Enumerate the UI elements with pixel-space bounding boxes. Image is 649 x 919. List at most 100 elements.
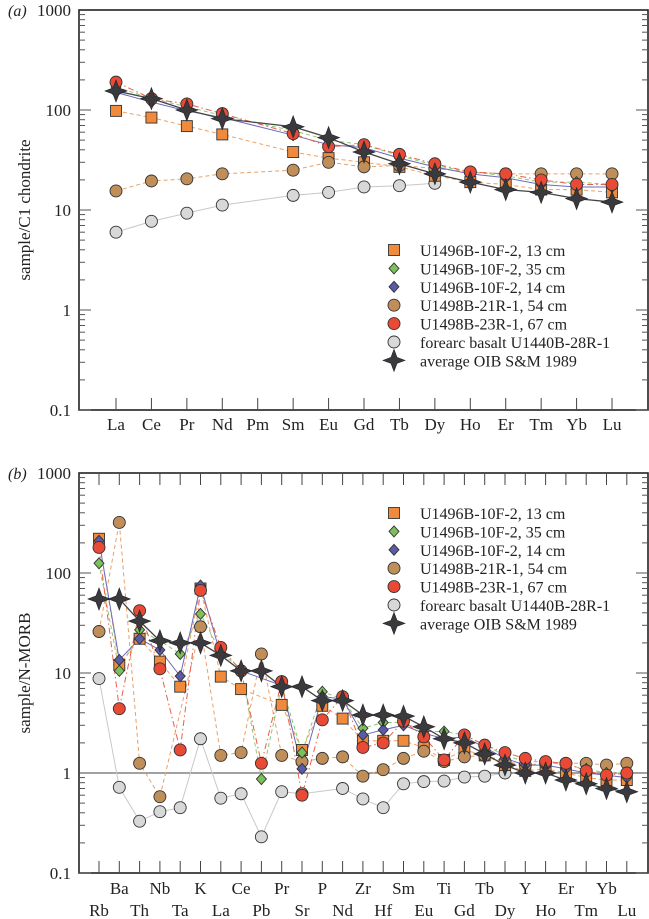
data-point xyxy=(351,703,375,727)
data-point xyxy=(275,748,289,762)
x-tick-label: Sr xyxy=(294,901,309,919)
data-point xyxy=(144,214,158,228)
data-point xyxy=(275,785,289,799)
x-tick-label: Yb xyxy=(596,879,617,898)
data-point xyxy=(113,664,125,678)
x-tick-label: Tm xyxy=(529,415,553,434)
x-tick-label: Th xyxy=(130,901,149,919)
data-point xyxy=(133,632,146,645)
x-tick-label: Pr xyxy=(274,879,289,898)
x-tick-label: Tm xyxy=(574,901,598,919)
x-tick-label: La xyxy=(107,415,125,434)
series-line xyxy=(98,538,627,781)
data-point xyxy=(168,631,193,655)
data-point xyxy=(234,746,248,760)
legend-marker xyxy=(387,335,401,349)
panel-label: (a) xyxy=(8,3,27,20)
legend-marker xyxy=(388,262,400,275)
x-tick-label: Ba xyxy=(110,879,129,898)
legend-label: U1496B-10F-2, 35 cm xyxy=(420,524,566,541)
legend-label: U1496B-10F-2, 13 cm xyxy=(420,243,566,260)
y-tick-label: 100 xyxy=(46,564,72,583)
data-point xyxy=(281,114,306,139)
data-point xyxy=(144,174,158,188)
x-tick-label: P xyxy=(318,879,327,898)
data-point xyxy=(112,702,126,716)
x-tick-label: Tb xyxy=(390,415,409,434)
data-point xyxy=(214,791,228,805)
data-point xyxy=(310,688,335,713)
legend-marker xyxy=(382,348,406,373)
data-point xyxy=(214,748,228,762)
data-point xyxy=(215,167,229,181)
legend-label: average OIB S&M 1989 xyxy=(420,353,577,370)
legend-marker xyxy=(387,561,401,575)
legend-marker xyxy=(387,298,401,312)
data-point xyxy=(194,732,207,746)
x-tick-label: Er xyxy=(558,879,574,898)
data-point xyxy=(315,751,329,765)
legend-label: U1498B-23R-1, 67 cm xyxy=(420,580,568,597)
data-point xyxy=(287,146,300,158)
data-point xyxy=(296,746,308,759)
data-point xyxy=(457,770,471,784)
data-point xyxy=(255,772,268,786)
data-point xyxy=(295,788,309,802)
x-tick-label: Lu xyxy=(617,901,636,919)
data-point xyxy=(145,111,158,124)
legend-marker xyxy=(387,598,401,612)
legend-label: U1496B-10F-2, 35 cm xyxy=(420,261,566,278)
data-point xyxy=(614,779,639,804)
legend-marker xyxy=(388,280,400,293)
legend-marker xyxy=(387,580,401,594)
data-point xyxy=(174,680,187,693)
data-point xyxy=(322,155,336,169)
data-point xyxy=(376,763,390,777)
y-tick-label: 10 xyxy=(54,201,71,220)
data-point xyxy=(387,151,412,176)
data-point xyxy=(356,769,370,783)
y-axis-label: sample/N-MORB xyxy=(15,613,34,734)
x-tick-label: Yb xyxy=(566,415,587,434)
x-tick-label: Nd xyxy=(332,901,353,919)
data-point xyxy=(377,723,389,737)
data-point xyxy=(234,787,248,801)
data-point xyxy=(594,776,619,801)
data-point xyxy=(472,742,497,766)
x-tick-label: Dy xyxy=(495,901,516,919)
data-point xyxy=(148,628,172,653)
y-tick-label: 1000 xyxy=(37,1,71,20)
data-point xyxy=(229,659,253,683)
data-point xyxy=(316,125,341,150)
x-tick-label: Ho xyxy=(535,901,556,919)
data-point xyxy=(133,814,147,828)
data-point xyxy=(254,830,268,844)
data-point xyxy=(296,762,308,776)
x-tick-label: Pb xyxy=(252,901,270,919)
legend-label: forearc basalt U1440B-28R-1 xyxy=(420,335,610,352)
data-point xyxy=(493,753,517,777)
data-point xyxy=(417,775,431,789)
x-tick-label: Y xyxy=(519,879,531,898)
x-tick-label: Hf xyxy=(374,901,392,919)
data-point xyxy=(336,712,349,725)
x-tick-label: Rb xyxy=(89,901,109,919)
data-point xyxy=(397,751,410,765)
x-tick-label: Eu xyxy=(414,901,433,919)
data-point xyxy=(133,756,147,770)
data-point xyxy=(376,736,390,750)
data-point xyxy=(574,771,599,796)
data-point xyxy=(153,790,167,804)
data-point xyxy=(356,741,370,754)
x-tick-label: Ti xyxy=(437,879,452,898)
data-point xyxy=(315,713,329,727)
legend-label: average OIB S&M 1989 xyxy=(420,616,577,633)
data-point xyxy=(356,792,370,806)
data-point xyxy=(109,225,123,239)
data-point xyxy=(423,161,447,186)
data-point xyxy=(275,698,288,711)
data-point xyxy=(92,625,106,638)
data-point xyxy=(92,541,106,554)
data-point xyxy=(180,206,194,220)
legend-label: U1498B-21R-1, 54 cm xyxy=(420,561,568,578)
